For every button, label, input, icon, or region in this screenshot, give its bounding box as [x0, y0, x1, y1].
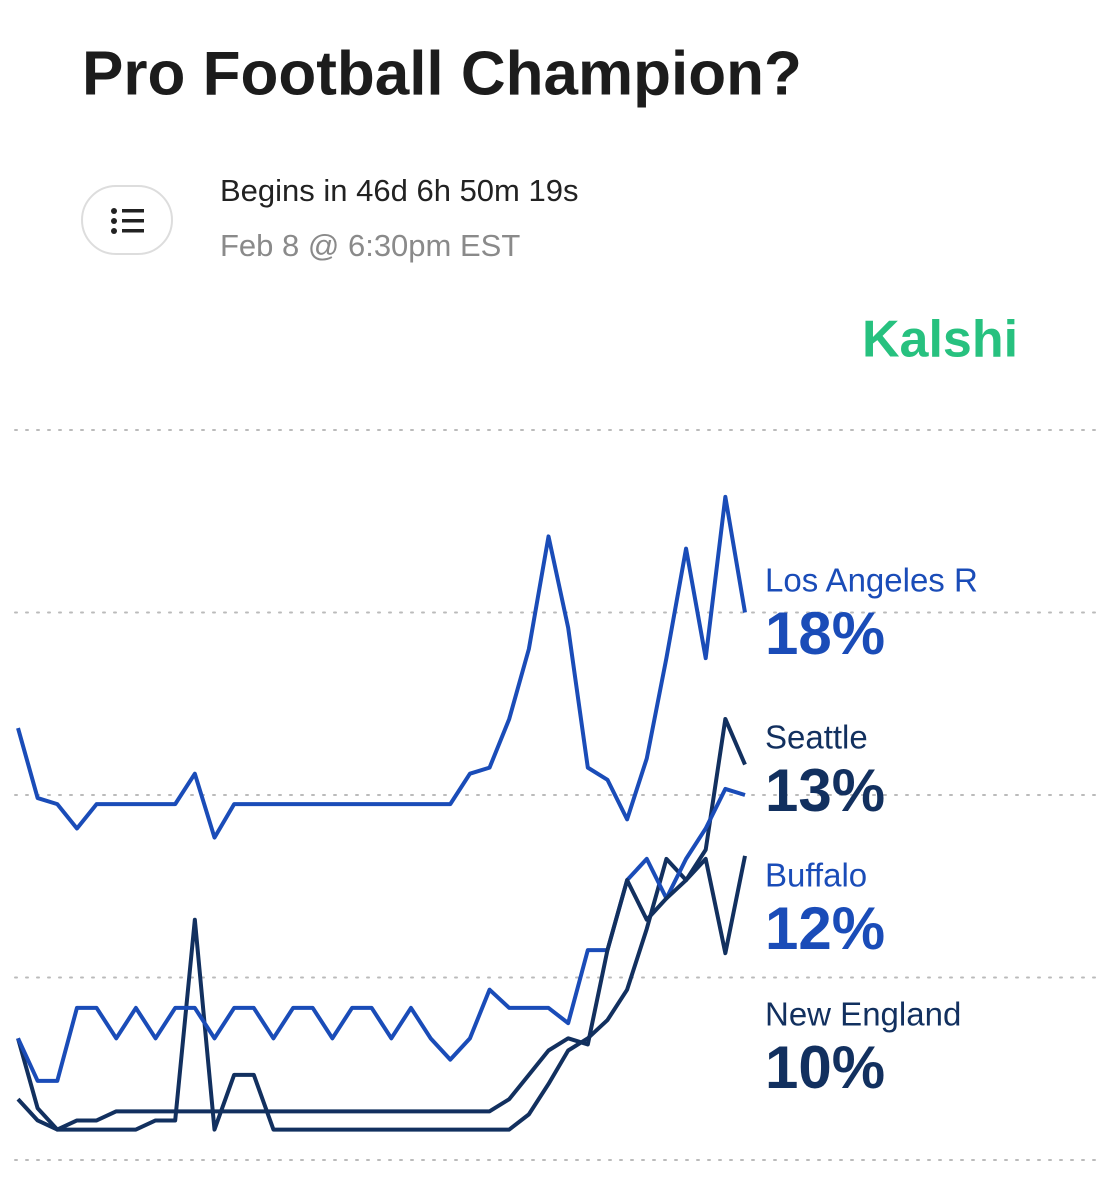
legend-name: New England	[765, 996, 961, 1033]
legend-name: Buffalo	[765, 857, 867, 894]
series-line	[16, 855, 747, 1132]
list-icon	[111, 208, 144, 234]
title: Pro Football Champion?	[82, 39, 802, 108]
series-line	[16, 786, 746, 1083]
series-line	[16, 716, 747, 1132]
legend-name: Seattle	[765, 719, 868, 756]
brand: Kalshi	[862, 311, 1018, 369]
end-label: 18%	[765, 600, 885, 667]
legend-name: Los Angeles R	[765, 562, 978, 599]
end-label: 12%	[765, 895, 885, 962]
date: Feb 8 @ 6:30pm EST	[220, 228, 520, 263]
end-label: 13%	[765, 757, 885, 824]
series-line	[16, 494, 747, 840]
end-label: 10%	[765, 1034, 885, 1101]
countdown: Begins in 46d 6h 50m 19s	[220, 173, 578, 208]
